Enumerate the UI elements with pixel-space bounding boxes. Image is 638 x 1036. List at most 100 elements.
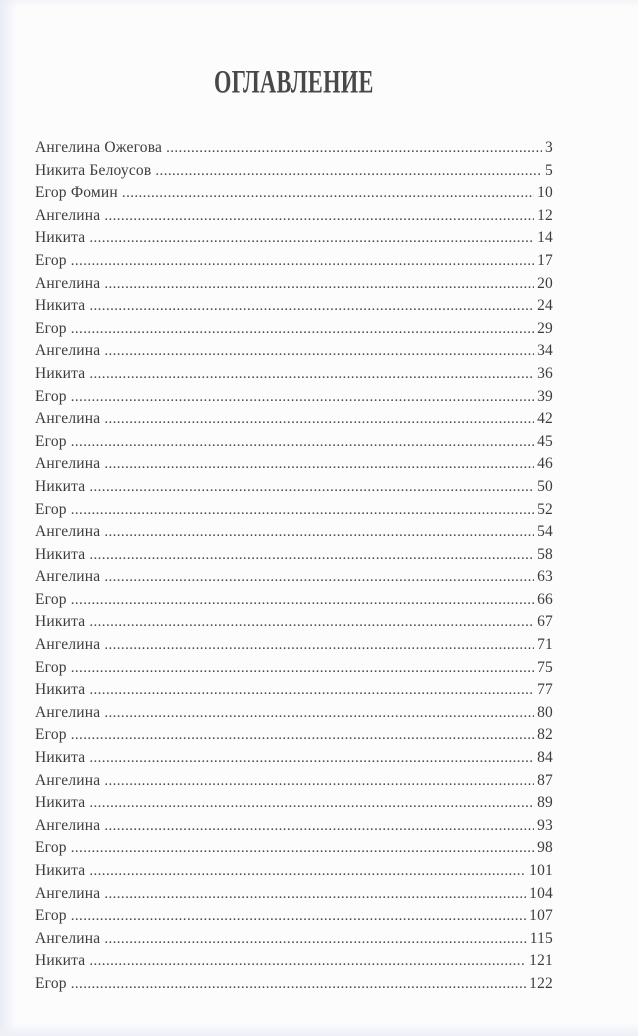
toc-entry-label: Ангелина: [35, 771, 101, 789]
toc-entry-page: 45: [537, 432, 553, 450]
toc-entry-label: Егор: [35, 907, 67, 925]
toc-entry-page: 82: [537, 726, 553, 744]
toc-entry: Никита 89: [35, 792, 553, 815]
dot-leader: [104, 206, 534, 228]
toc-entry-label: Никита: [35, 364, 86, 382]
toc-entry-label: Егор Фомин: [35, 184, 118, 202]
toc-entry: Ангелина 104: [35, 883, 553, 906]
toc-entry-page: 58: [537, 545, 553, 563]
toc-entry: Никита 84: [35, 747, 553, 770]
toc-entry: Егор 82: [35, 724, 553, 747]
dot-leader: [71, 725, 534, 747]
toc-entry-page: 87: [537, 771, 553, 789]
toc-entry: Никита 58: [35, 544, 553, 567]
toc-entry-page: 3: [545, 139, 553, 156]
toc-entry-label: Егор: [35, 590, 67, 608]
dot-leader: [89, 680, 534, 702]
toc-entry: Никита 77: [35, 679, 553, 702]
toc-entry: Ангелина 115: [35, 928, 553, 951]
toc-entry-label: Егор: [35, 500, 67, 518]
toc-entry: Ангелина 46: [35, 453, 553, 476]
toc-entry-page: 121: [529, 952, 553, 970]
toc-entry-label: Егор: [35, 387, 67, 405]
dot-leader: [89, 364, 534, 386]
toc-entry: Егор 39: [35, 386, 553, 409]
toc-entry: Ангелина 80: [35, 702, 553, 725]
dot-leader: [104, 409, 534, 431]
toc-entry-page: 24: [537, 297, 553, 315]
toc-entry-page: 63: [537, 568, 553, 586]
toc-entry-label: Егор: [35, 974, 67, 992]
dot-leader: [89, 861, 526, 883]
toc-entry: Никита 14: [35, 227, 553, 250]
toc-entry-page: 122: [529, 974, 553, 992]
dot-leader: [104, 341, 534, 363]
toc-entry: Ангелина 87: [35, 770, 553, 793]
toc-entry-label: Ангелина: [35, 816, 101, 834]
toc-entry: Ангелина 12: [35, 205, 553, 228]
toc-entry-label: Никита: [35, 794, 86, 812]
dot-leader: [71, 432, 534, 454]
toc-entry-label: Ангелина: [35, 884, 101, 902]
toc-entry-label: Ангелина: [35, 523, 101, 541]
dot-leader: [104, 884, 526, 906]
toc-entry-page: 77: [537, 681, 553, 699]
toc-entry-label: Никита: [35, 613, 86, 631]
dot-leader: [104, 567, 534, 589]
toc-entry-label: Егор: [35, 726, 67, 744]
toc-entry-page: 50: [537, 477, 553, 495]
toc-entry-label: Ангелина: [35, 929, 101, 947]
dot-leader: [71, 838, 534, 860]
dot-leader: [71, 387, 534, 409]
toc-entry-page: 67: [537, 613, 553, 631]
toc-entry-label: Никита: [35, 545, 86, 563]
dot-leader: [89, 748, 534, 770]
toc-entry-label: Никита Белоусов: [35, 161, 152, 179]
toc-entry-page: 101: [529, 862, 553, 879]
toc-entry-label: Никита: [35, 749, 86, 767]
toc-entry-label: Никита: [35, 952, 86, 970]
toc-entry: Егор 29: [35, 318, 553, 341]
dot-leader: [89, 228, 534, 250]
dot-leader: [104, 771, 534, 793]
toc-entry-label: Ангелина: [35, 410, 101, 428]
toc-entry: Ангелина 42: [35, 408, 553, 431]
toc-entry: Егор 52: [35, 499, 553, 522]
toc-entry: Никита Белоусов 5: [35, 160, 553, 183]
page-content: ОГЛАВЛЕНИЕ Ангелина Ожегова 3 Никита Бел…: [35, 63, 553, 996]
toc-entry-label: Никита: [35, 681, 86, 699]
toc-entry: Ангелина 54: [35, 521, 553, 544]
dot-leader: [104, 274, 534, 296]
dot-leader: [104, 454, 534, 476]
toc-entry-page: 98: [537, 839, 553, 857]
toc-entry-label: Никита: [35, 297, 86, 315]
toc-entry-page: 80: [537, 703, 553, 721]
dot-leader: [71, 974, 526, 996]
toc-entry-page: 66: [537, 590, 553, 608]
dot-leader: [71, 251, 534, 273]
dot-leader: [89, 612, 534, 634]
toc-entry-page: 29: [537, 319, 553, 337]
toc-entry: Егор 122: [35, 973, 553, 996]
toc-entry: Никита 36: [35, 363, 553, 386]
toc-entry-page: 46: [537, 455, 553, 473]
toc-entry-label: Ангелина: [35, 342, 101, 360]
toc-entry-label: Ангелина: [35, 274, 101, 292]
toc-entry-label: Ангелина: [35, 636, 101, 654]
toc-entry: Никита 50: [35, 476, 553, 499]
toc-entry-page: 17: [537, 251, 553, 269]
toc-entry: Никита 101: [35, 860, 553, 883]
toc-entry-label: Егор: [35, 251, 67, 269]
toc-entry: Ангелина 93: [35, 815, 553, 838]
toc-entry-page: 75: [537, 658, 553, 676]
toc-entry: Егор 98: [35, 837, 553, 860]
toc-entry: Никита 67: [35, 611, 553, 634]
toc-entry: Егор 45: [35, 431, 553, 454]
dot-leader: [104, 635, 534, 657]
dot-leader: [89, 951, 526, 973]
dot-leader: [122, 183, 534, 205]
toc-entry-page: 54: [537, 523, 553, 541]
toc-entry-label: Никита: [35, 477, 86, 495]
toc-entry-label: Егор: [35, 319, 67, 337]
toc-entry-page: 93: [537, 816, 553, 834]
